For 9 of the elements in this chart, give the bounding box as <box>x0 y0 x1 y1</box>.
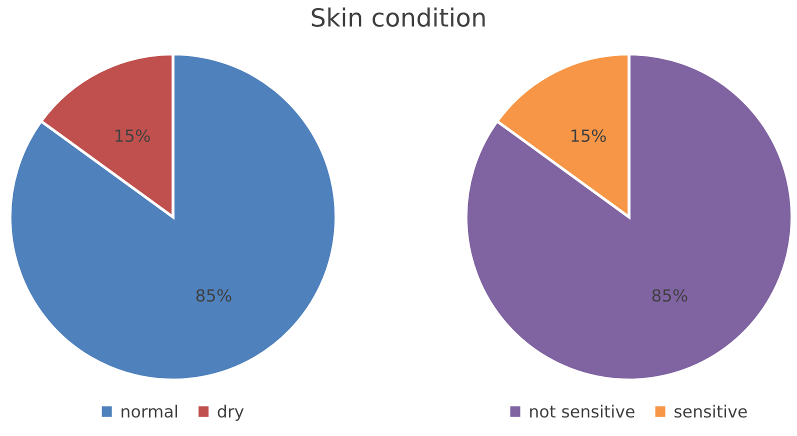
legend-label: not sensitive <box>530 404 634 418</box>
text: Skin condition <box>312 8 485 27</box>
data-label: 15% <box>116 129 150 142</box>
data-label: 85% <box>652 289 688 302</box>
legend-label: normal <box>122 404 177 418</box>
data-label: 85% <box>196 289 232 302</box>
data-label: 15% <box>572 129 606 142</box>
legend-label: dry <box>218 404 244 421</box>
legend-label: sensitive <box>674 404 747 418</box>
